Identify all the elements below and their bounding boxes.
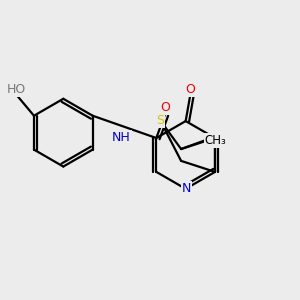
Text: N: N [210, 131, 220, 145]
Text: NH: NH [112, 131, 131, 144]
Text: CH₃: CH₃ [205, 134, 226, 147]
Text: S: S [156, 114, 164, 127]
Text: O: O [160, 101, 170, 114]
Text: O: O [185, 83, 195, 96]
Text: N: N [182, 182, 191, 195]
Text: HO: HO [7, 83, 26, 96]
